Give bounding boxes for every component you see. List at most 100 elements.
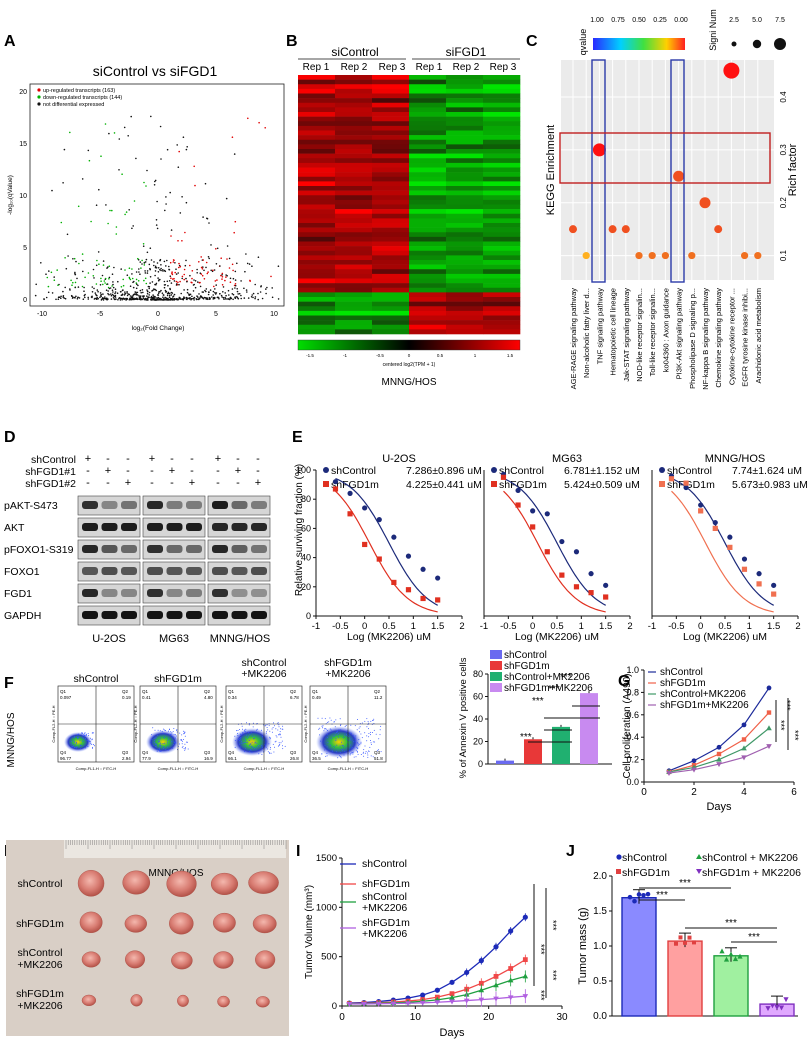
flow-event [368, 736, 370, 738]
volcano-point [205, 288, 208, 290]
volcano-point [120, 268, 122, 270]
y-tick-label: 0 [478, 759, 483, 769]
legend-label: shControl + MK2206 [702, 852, 798, 864]
legend-kd-ic50: 5.673±0.983 uM [732, 479, 808, 491]
volcano-point [135, 271, 138, 273]
volcano-point [192, 284, 195, 286]
flow-event [325, 755, 327, 757]
y-tick-label: 0.6 [626, 710, 639, 720]
heatmap-cell [483, 329, 521, 335]
volcano-point [194, 280, 197, 282]
volcano-point [257, 292, 259, 295]
flow-event [364, 745, 366, 747]
series-marker [464, 969, 470, 976]
volcano-point [74, 281, 77, 284]
flow-plot: shControl+MK2206Q10.34Q26.78Q466.1Q326.8… [219, 657, 303, 771]
volcano-point [135, 287, 138, 290]
x-tick-label: -0.5 [500, 621, 516, 632]
volcano-point [169, 299, 172, 301]
volcano-point [201, 296, 203, 299]
flow-event [357, 743, 359, 745]
flow-axis-y: Comp-FL2-H :: PE-H [303, 705, 308, 742]
heatmap-cell [446, 250, 484, 256]
volcano-point [160, 269, 162, 272]
flow-event [256, 728, 258, 730]
volcano-point [165, 291, 167, 293]
volcano-point [92, 275, 95, 277]
volcano-point [120, 297, 122, 300]
series-marker [507, 995, 514, 1001]
heatmap-cell [372, 241, 410, 247]
ylabel: Tumor mass (g) [577, 907, 589, 984]
volcano-point [66, 233, 69, 236]
heatmap-cell [483, 232, 521, 238]
tumor [171, 951, 193, 970]
flow-event [73, 737, 75, 738]
volcano-point [102, 264, 105, 266]
flow-event [321, 725, 323, 727]
heatmap-cell [298, 306, 336, 312]
volcano-point [104, 296, 106, 298]
volcano-point [144, 277, 147, 280]
volcano-point [124, 213, 126, 216]
heatmap-cell [372, 130, 410, 136]
heatmap-cell [372, 102, 410, 108]
heatmap-cell [483, 130, 521, 136]
flow-event [157, 729, 159, 731]
heatmap-cell [335, 269, 373, 275]
legend-marker [616, 869, 621, 874]
flow-event [249, 733, 251, 735]
data-point-ctrl [756, 571, 762, 577]
volcano-point [221, 284, 224, 286]
data-point-kd [515, 502, 521, 508]
volcano-point [45, 296, 48, 299]
volcano-point [72, 281, 74, 284]
volcano-point [247, 117, 249, 120]
volcano-point [215, 284, 217, 286]
volcano-point [232, 277, 235, 280]
flow-event [181, 743, 183, 745]
volcano-point [186, 146, 188, 148]
volcano-point [168, 298, 170, 301]
flow-event [359, 726, 361, 728]
flow-event [329, 728, 331, 730]
volcano-point [181, 298, 183, 300]
volcano-point [188, 294, 190, 297]
flow-event [348, 736, 350, 737]
volcano-point [157, 292, 160, 295]
volcano-point [48, 270, 50, 272]
volcano-point [251, 265, 253, 268]
kegg-category: Cytokine-cytokine receptor ... [727, 288, 736, 385]
sig-label: *** [548, 920, 558, 931]
volcano-point [153, 261, 155, 263]
flow-event [264, 725, 266, 727]
flow-event [269, 752, 271, 754]
volcano-point [229, 281, 232, 284]
volcano-point [118, 297, 120, 300]
volcano-point [81, 253, 84, 255]
volcano-point [111, 273, 114, 276]
rich-tick: 0.4 [779, 91, 788, 103]
flow-event [238, 738, 240, 740]
heatmap-cell [446, 75, 484, 80]
flow-plot-title: shControl [242, 657, 287, 669]
heatmap-cell [298, 223, 336, 228]
flow-event [367, 721, 369, 723]
flow-event [248, 724, 250, 726]
heatmap-cell [298, 301, 336, 307]
volcano-point [236, 262, 238, 265]
flow-event [79, 740, 81, 742]
flow-event [249, 749, 251, 751]
flow-event [76, 734, 78, 736]
flow-event [176, 731, 178, 733]
heatmap-cell [335, 186, 373, 191]
flow-event [355, 735, 357, 737]
series-marker [522, 914, 528, 920]
heatmap-cell [298, 292, 336, 298]
volcano-title: siControl vs siFGD1 [93, 63, 218, 79]
volcano-point [131, 277, 134, 280]
heatmap-cell [335, 107, 373, 113]
volcano-point [128, 267, 131, 270]
heatmap-cell [409, 310, 447, 316]
flow-plot: shControlQ10.097Q20.19Q496.77Q32.94Comp-… [51, 673, 135, 771]
